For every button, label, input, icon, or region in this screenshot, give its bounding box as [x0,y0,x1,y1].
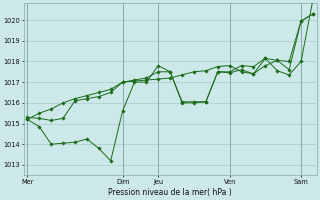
X-axis label: Pression niveau de la mer( hPa ): Pression niveau de la mer( hPa ) [108,188,232,197]
